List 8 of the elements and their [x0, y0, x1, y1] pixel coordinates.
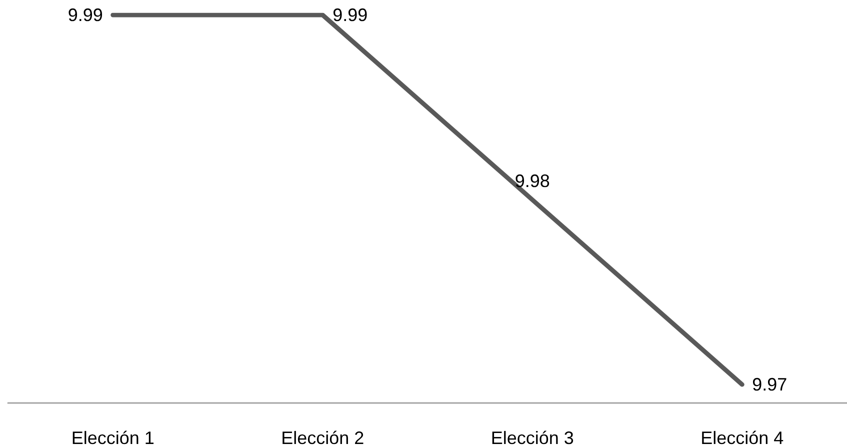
data-label: 9.99: [332, 5, 368, 25]
x-tick-label: Elección 1: [71, 428, 154, 448]
x-tick-label: Elección 4: [700, 428, 784, 448]
x-tick-label: Elección 2: [281, 428, 364, 448]
x-tick-label: Elección 3: [490, 428, 574, 448]
data-label: 9.97: [752, 374, 788, 395]
data-label: 9.98: [514, 170, 550, 191]
data-label: 9.99: [68, 5, 103, 25]
